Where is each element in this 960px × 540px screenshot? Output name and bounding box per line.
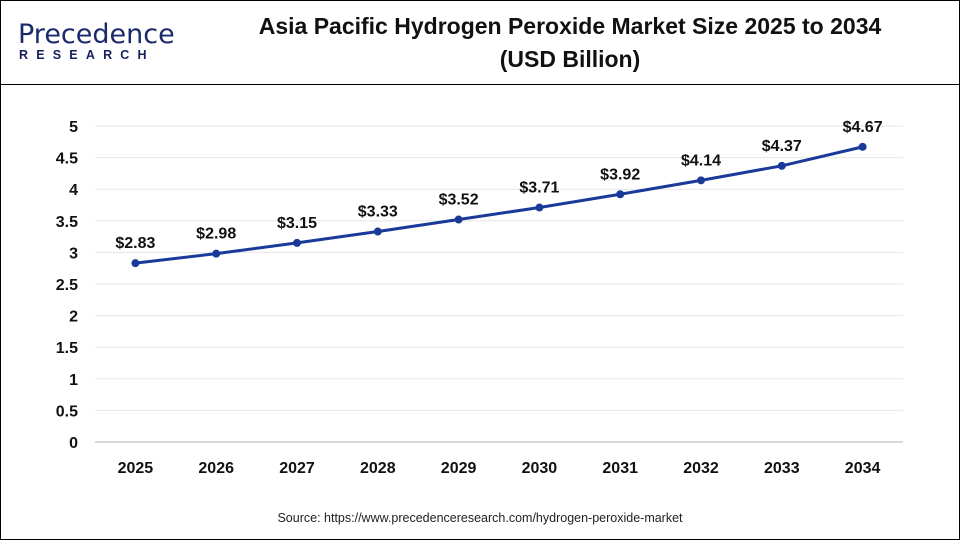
logo-line2: RESEARCH (19, 48, 155, 62)
data-point (535, 203, 544, 212)
data-label: $3.52 (439, 192, 479, 209)
data-point (616, 190, 625, 199)
data-point (212, 249, 221, 258)
x-tick-label: 2033 (764, 460, 800, 477)
chart-title: Asia Pacific Hydrogen Peroxide Market Si… (200, 10, 940, 76)
y-tick-label: 1 (69, 372, 78, 389)
precedence-research-logo: Precedence RESEARCH (18, 19, 175, 62)
x-tick-label: 2027 (279, 460, 315, 477)
data-point (858, 142, 867, 151)
data-point (373, 227, 382, 236)
data-point (777, 161, 786, 170)
y-tick-label: 0 (69, 435, 78, 452)
data-label: $3.33 (358, 204, 398, 221)
title-line1: Asia Pacific Hydrogen Peroxide Market Si… (258, 13, 882, 39)
y-tick-label: 2.5 (56, 277, 78, 294)
data-label: $4.14 (681, 152, 721, 169)
data-label: $3.15 (277, 215, 317, 232)
data-point (131, 259, 140, 268)
y-tick-label: 2 (69, 309, 78, 326)
x-tick-label: 2029 (441, 460, 477, 477)
data-label: $2.83 (115, 235, 155, 252)
data-point (293, 238, 301, 247)
y-tick-label: 4 (69, 182, 78, 199)
data-label: $3.71 (519, 180, 559, 197)
y-tick-label: 4.5 (56, 151, 78, 168)
logo-line1: Precedence (18, 19, 175, 50)
y-tick-label: 1.5 (56, 340, 78, 357)
title-line2: (USD Billion) (499, 46, 641, 72)
y-tick-label: 3.5 (56, 214, 78, 231)
data-point (697, 176, 705, 185)
x-tick-label: 2025 (118, 460, 154, 477)
x-tick-label: 2028 (360, 460, 396, 477)
x-tick-label: 2034 (845, 460, 881, 477)
data-label: $4.67 (843, 119, 883, 136)
x-tick-label: 2026 (198, 460, 234, 477)
source-note: Source: https://www.precedenceresearch.c… (277, 511, 683, 525)
data-label: $3.92 (600, 166, 640, 183)
x-tick-label: 2031 (602, 460, 638, 477)
data-label: $2.98 (196, 226, 236, 243)
y-tick-label: 3 (69, 245, 78, 262)
data-point (454, 215, 463, 224)
y-tick-label: 0.5 (56, 403, 78, 420)
data-label: $4.37 (762, 138, 802, 155)
x-tick-label: 2030 (522, 460, 558, 477)
series-line (135, 145, 863, 265)
header-divider (0, 84, 960, 85)
y-tick-label: 5 (69, 119, 78, 136)
x-tick-label: 2032 (683, 460, 719, 477)
